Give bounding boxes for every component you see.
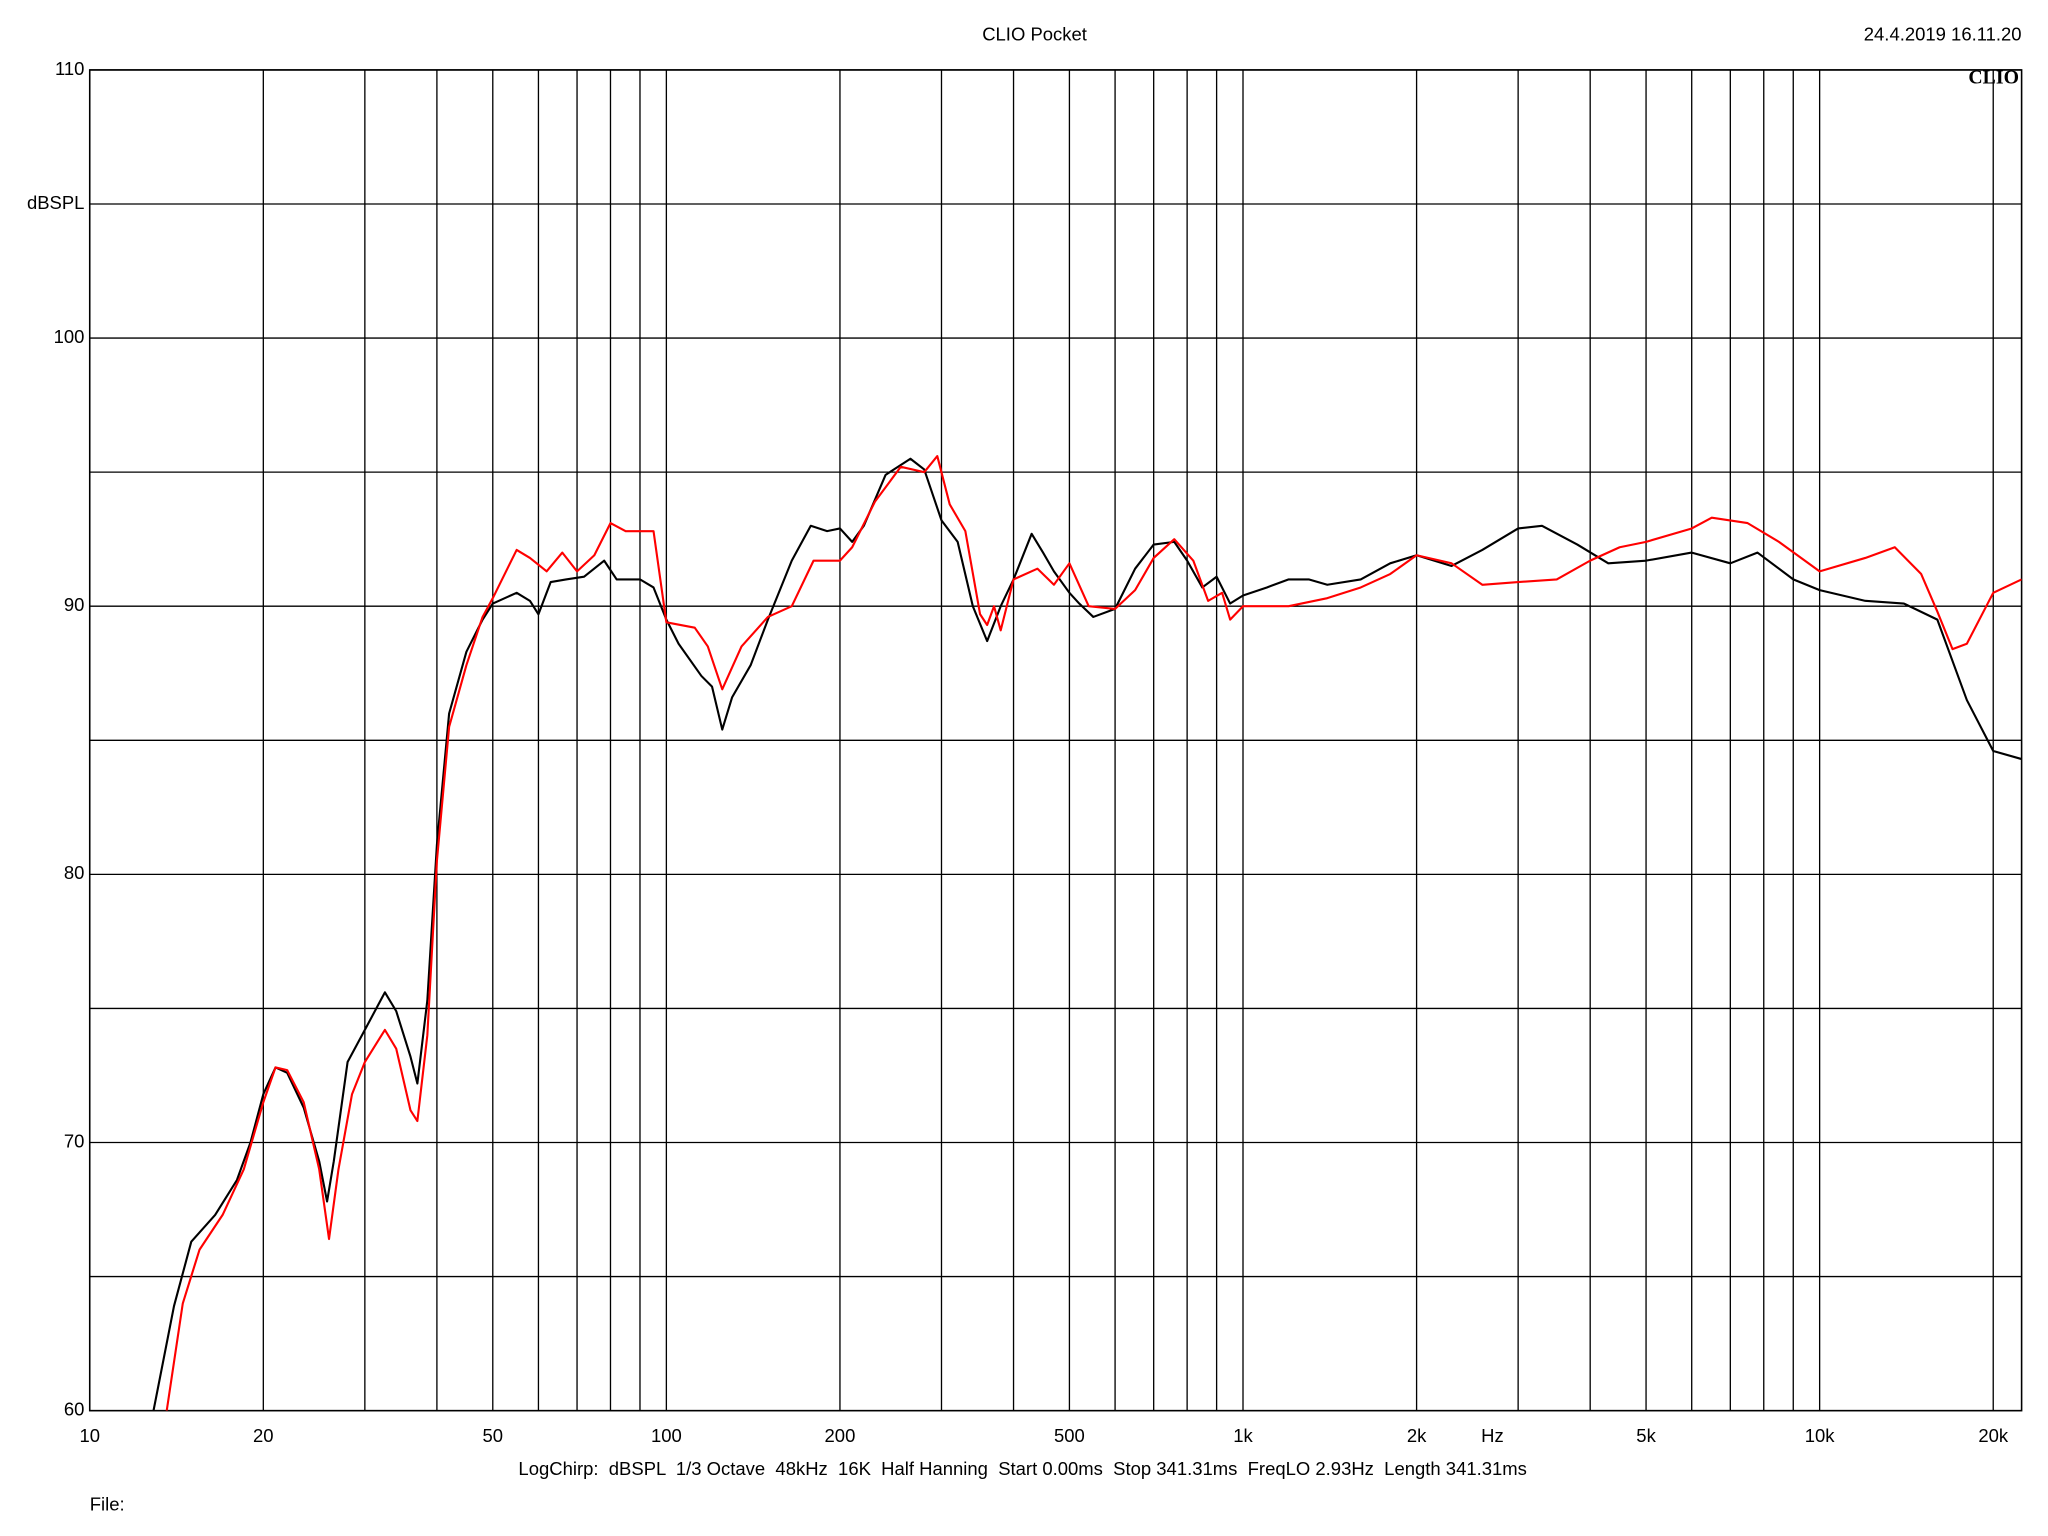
x-tick-label: 20k (1978, 1425, 2009, 1446)
timestamp: 24.4.2019 16.11.20 (1864, 24, 2022, 45)
y-tick-label: 110 (55, 58, 84, 79)
y-tick-label: 100 (54, 326, 85, 347)
x-tick-label: 200 (825, 1425, 856, 1446)
y-tick-label: 70 (64, 1130, 85, 1151)
data-line (165, 455, 2022, 1411)
x-tick-label: 500 (1054, 1425, 1085, 1446)
x-tick-label: 5k (1636, 1425, 1656, 1446)
y-tick-label: 90 (64, 594, 85, 615)
plot-frame (88, 69, 2023, 1412)
chart-title: CLIO Pocket (982, 24, 1087, 45)
x-tick-label: 10 (79, 1425, 100, 1446)
x-axis-label: Hz (1481, 1425, 1504, 1446)
y-tick-label: 80 (64, 862, 85, 883)
x-tick-label: 100 (651, 1425, 682, 1446)
x-tick-label: 50 (483, 1425, 504, 1446)
x-tick-label: 10k (1805, 1425, 1836, 1446)
x-tick-label: 1k (1233, 1425, 1253, 1446)
y-axis-label: dBSPL (27, 192, 85, 213)
footer: LogChirp: dBSPL 1/3 Octave 48kHz 16K Hal… (518, 1458, 1526, 1479)
y-tick-label: 60 (64, 1399, 85, 1420)
x-tick-label: 20 (253, 1425, 274, 1446)
file-label: File: (90, 1494, 125, 1515)
x-tick-label: 2k (1407, 1425, 1427, 1446)
